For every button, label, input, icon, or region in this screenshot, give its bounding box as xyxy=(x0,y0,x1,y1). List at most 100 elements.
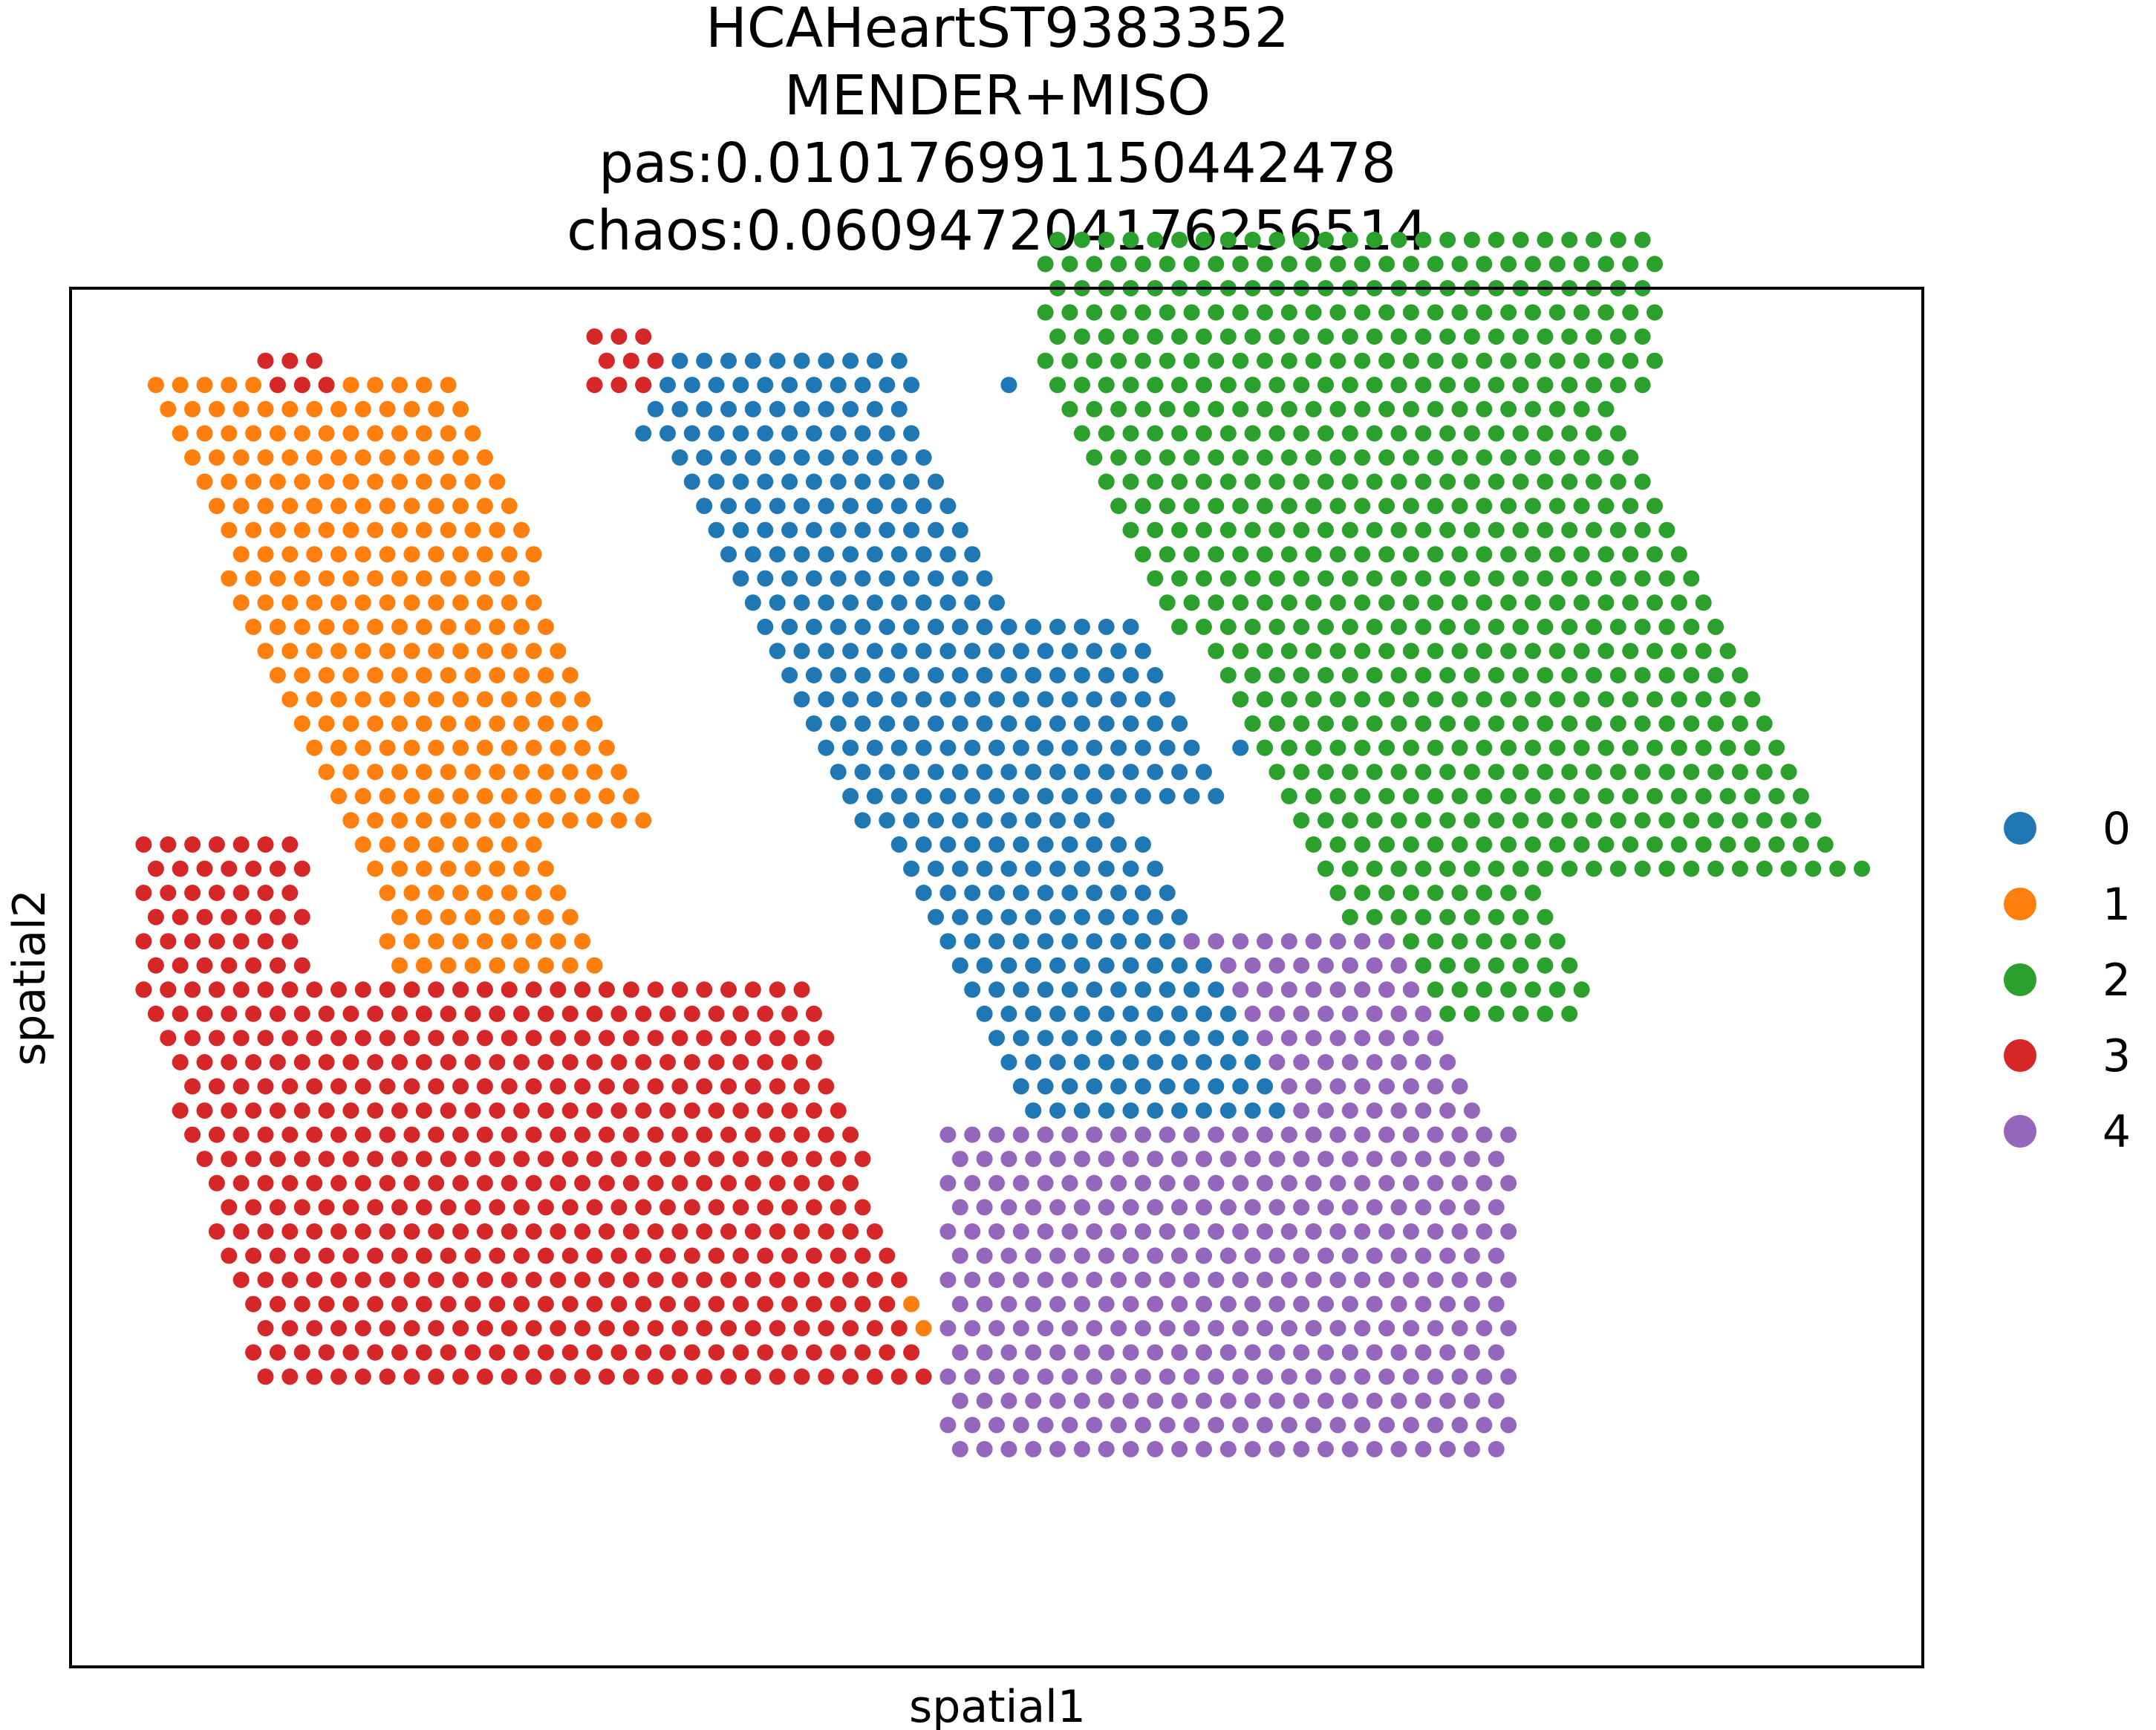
spot-cluster-4 xyxy=(1427,1320,1444,1337)
spot-cluster-2 xyxy=(1439,715,1456,732)
spot-cluster-4 xyxy=(1147,1440,1164,1457)
spot-cluster-2 xyxy=(1086,256,1103,273)
spot-cluster-3 xyxy=(293,377,310,394)
spot-cluster-3 xyxy=(147,860,164,877)
spot-cluster-3 xyxy=(232,885,250,901)
spot-cluster-3 xyxy=(232,836,250,853)
spot-cluster-2 xyxy=(1110,400,1127,417)
spot-cluster-2 xyxy=(1086,352,1103,369)
spot-cluster-3 xyxy=(379,1368,396,1385)
spot-cluster-0 xyxy=(1073,764,1090,781)
spot-cluster-3 xyxy=(415,1005,432,1022)
spot-cluster-4 xyxy=(1012,1417,1029,1434)
spot-cluster-0 xyxy=(1110,933,1127,950)
spot-cluster-2 xyxy=(1573,304,1590,321)
spot-cluster-1 xyxy=(415,764,432,781)
spot-cluster-2 xyxy=(1268,521,1286,539)
spot-cluster-4 xyxy=(1122,1344,1139,1361)
spot-cluster-3 xyxy=(147,908,164,926)
spot-cluster-3 xyxy=(537,1151,554,1168)
spot-cluster-4 xyxy=(1463,1392,1480,1409)
spot-cluster-1 xyxy=(245,521,262,539)
spot-cluster-1 xyxy=(330,594,347,611)
spot-cluster-0 xyxy=(866,449,883,466)
spot-cluster-1 xyxy=(379,546,396,563)
spot-cluster-0 xyxy=(842,643,859,660)
spot-cluster-3 xyxy=(403,1223,420,1240)
spot-cluster-0 xyxy=(976,1005,993,1022)
spot-cluster-0 xyxy=(818,546,835,563)
plot-area xyxy=(135,231,1870,1457)
spot-cluster-4 xyxy=(1451,1223,1468,1240)
spot-cluster-2 xyxy=(1208,256,1225,273)
spot-cluster-0 xyxy=(1268,1102,1286,1119)
spot-cluster-4 xyxy=(1110,1223,1127,1240)
spot-cluster-2 xyxy=(1171,328,1188,345)
spot-cluster-3 xyxy=(805,1054,822,1070)
spot-cluster-2 xyxy=(1537,231,1554,248)
spot-cluster-2 xyxy=(1573,352,1590,369)
spot-cluster-0 xyxy=(1012,787,1029,804)
spot-cluster-0 xyxy=(854,812,871,829)
spot-cluster-3 xyxy=(196,1005,213,1022)
spot-cluster-0 xyxy=(1134,691,1151,708)
spot-cluster-3 xyxy=(501,1368,518,1385)
spot-cluster-3 xyxy=(622,1078,639,1095)
spot-cluster-2 xyxy=(1488,715,1505,732)
spot-cluster-3 xyxy=(757,1005,774,1022)
spot-cluster-1 xyxy=(403,594,420,611)
spot-cluster-4 xyxy=(1305,1320,1322,1337)
spot-cluster-2 xyxy=(1232,400,1249,417)
spot-cluster-3 xyxy=(635,328,652,345)
spot-cluster-1 xyxy=(367,377,384,394)
spot-cluster-3 xyxy=(915,1368,932,1385)
spot-cluster-2 xyxy=(1744,787,1761,804)
spot-cluster-1 xyxy=(428,594,445,611)
spot-cluster-3 xyxy=(354,1030,371,1047)
spot-cluster-4 xyxy=(1208,1223,1225,1240)
spot-cluster-0 xyxy=(1232,1030,1249,1047)
spot-cluster-2 xyxy=(1110,304,1127,321)
spot-cluster-2 xyxy=(1134,256,1151,273)
spot-cluster-0 xyxy=(696,400,713,417)
spot-cluster-2 xyxy=(1293,231,1310,248)
spot-cluster-0 xyxy=(793,594,810,611)
spot-cluster-2 xyxy=(1195,328,1212,345)
spot-cluster-3 xyxy=(708,1247,725,1264)
spot-cluster-0 xyxy=(769,400,786,417)
spot-cluster-2 xyxy=(1402,787,1419,804)
spot-cluster-3 xyxy=(525,1320,542,1337)
spot-cluster-3 xyxy=(476,1030,493,1047)
spot-cluster-3 xyxy=(659,1005,676,1022)
spot-cluster-4 xyxy=(1232,1320,1249,1337)
spot-cluster-3 xyxy=(683,1102,700,1119)
spot-cluster-3 xyxy=(184,836,201,853)
spot-cluster-3 xyxy=(550,1126,567,1143)
spot-cluster-1 xyxy=(293,715,310,732)
spot-cluster-3 xyxy=(696,1126,713,1143)
spot-cluster-2 xyxy=(1439,812,1456,829)
spot-cluster-1 xyxy=(537,715,554,732)
spot-cluster-1 xyxy=(489,812,506,829)
spot-cluster-4 xyxy=(1171,1247,1188,1264)
spot-cluster-2 xyxy=(1354,836,1371,853)
spot-cluster-4 xyxy=(1073,1247,1090,1264)
spot-cluster-3 xyxy=(476,1126,493,1143)
spot-cluster-3 xyxy=(757,1199,774,1216)
spot-cluster-4 xyxy=(1329,981,1346,998)
spot-cluster-4 xyxy=(1366,1199,1383,1216)
spot-cluster-2 xyxy=(1402,546,1419,563)
spot-cluster-4 xyxy=(1402,981,1419,998)
spot-cluster-4 xyxy=(1159,1272,1176,1288)
spot-cluster-3 xyxy=(622,1126,639,1143)
spot-cluster-2 xyxy=(1573,594,1590,611)
spot-cluster-3 xyxy=(598,1030,615,1047)
spot-cluster-2 xyxy=(1512,328,1529,345)
spot-cluster-0 xyxy=(1122,618,1139,635)
spot-cluster-3 xyxy=(306,1320,323,1337)
legend-item-2: 2 xyxy=(2004,955,2131,1007)
spot-cluster-4 xyxy=(1086,1126,1103,1143)
spot-cluster-2 xyxy=(1415,425,1432,442)
spot-cluster-3 xyxy=(647,352,664,369)
spot-cluster-1 xyxy=(281,449,299,466)
